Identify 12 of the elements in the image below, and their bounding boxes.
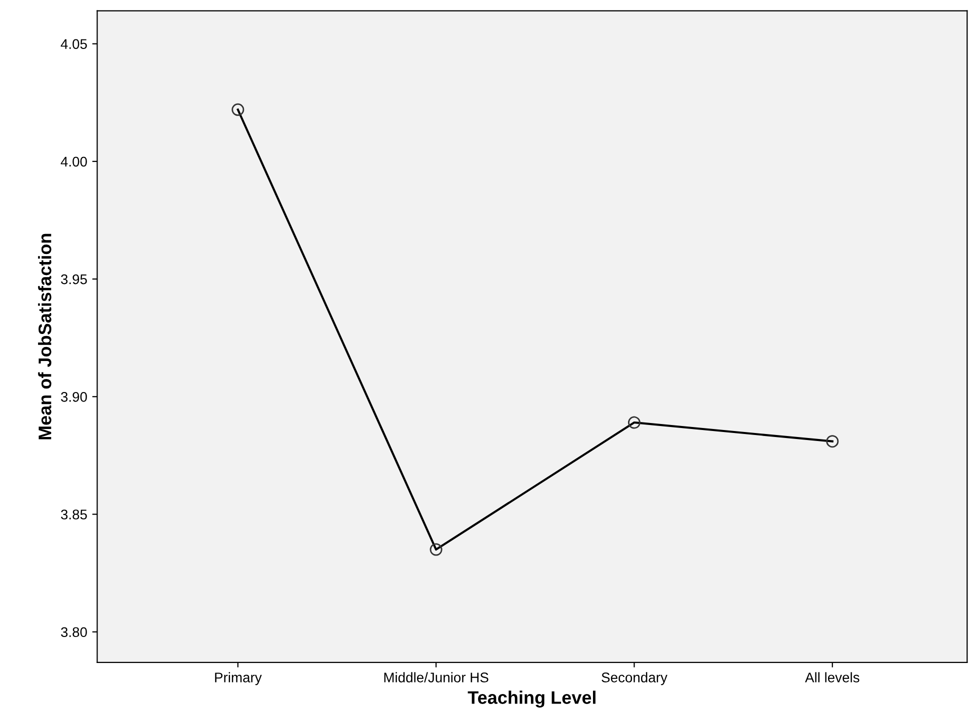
x-axis-title: Teaching Level: [468, 690, 596, 708]
y-tick-label: 3.95: [60, 274, 87, 284]
x-tick-label: Primary: [215, 672, 262, 686]
y-tick-label: 3.90: [60, 392, 87, 402]
y-axis-title: Mean of JobSatisfaction: [38, 234, 52, 440]
x-tick-label: All levels: [805, 672, 860, 682]
y-tick-label: 3.80: [60, 627, 87, 638]
y-tick-label: 4.00: [60, 156, 87, 167]
y-tick-label: 3.85: [60, 510, 87, 520]
y-tick-label: 4.05: [60, 39, 87, 49]
x-tick-label: Secondary: [602, 672, 668, 686]
x-tick-label: Middle/Junior HS: [384, 672, 488, 682]
